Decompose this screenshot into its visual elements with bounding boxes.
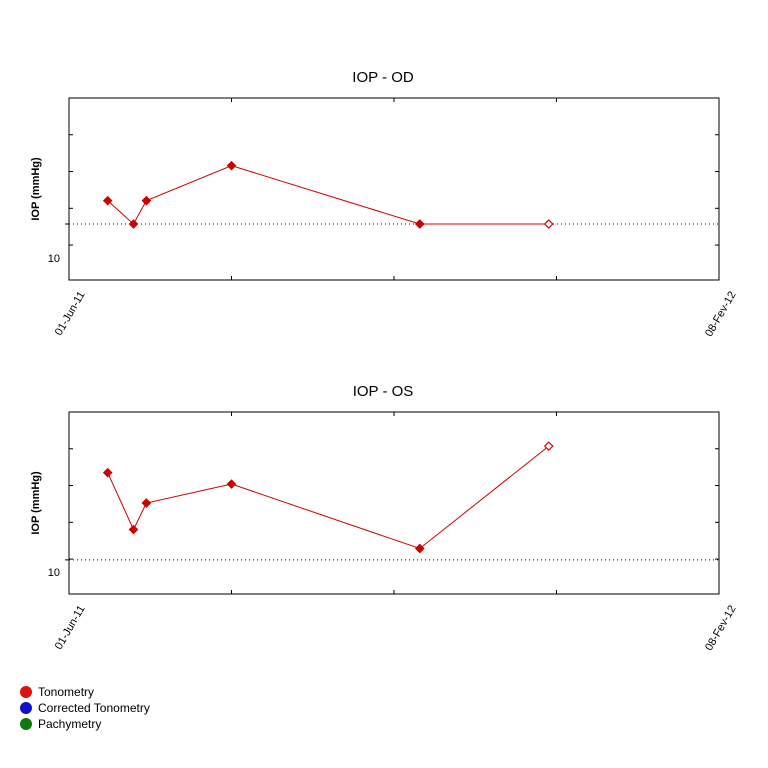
legend-marker [20,718,32,730]
chart-area: IOP - OD IOP (mmHg) 10 01-Jun-11 08-Fev-… [30,69,739,653]
data-point [102,195,113,206]
legend-item-corrected-tonometry: Corrected Tonometry [20,700,150,716]
data-point [226,160,237,171]
data-point [128,219,139,229]
data-point [414,219,425,229]
chart-iop-od: IOP - OD IOP (mmHg) 10 01-Jun-11 08-Fev-… [30,69,739,339]
plot-frame [68,97,720,281]
chart-title: IOP - OD [352,69,414,86]
data-point [226,479,237,489]
y-axis-label: IOP (mmHg) [30,471,42,535]
legend-marker [20,702,32,714]
y-tick-label: 10 [48,253,60,265]
y-axis-label: IOP (mmHg) [30,157,42,221]
series-line [107,445,550,550]
legend-label: Pachymetry [38,717,102,731]
data-point [141,498,152,508]
series-line [107,165,549,225]
legend-item-pachymetry: Pachymetry [20,716,150,732]
x-tick-label-start: 01-Jun-11 [53,290,88,338]
legend-label: Corrected Tonometry [38,701,150,715]
data-point [543,219,554,229]
y-tick-label: 10 [48,567,60,579]
data-point [102,467,113,478]
data-point [543,441,554,451]
x-tick-label-end: 08-Fev-12 [703,290,738,339]
legend: Tonometry Corrected Tonometry Pachymetry [20,684,150,732]
data-point [414,543,425,554]
chart-title: IOP - OS [353,383,414,400]
data-point [128,524,139,535]
x-tick-label-end: 08-Fev-12 [703,604,738,653]
legend-item-tonometry: Tonometry [20,684,150,700]
chart-iop-os: IOP - OS IOP (mmHg) 10 01-Jun-11 08-Fev-… [30,383,739,653]
data-point [141,195,152,206]
legend-marker [20,686,32,698]
plot-frame [68,411,720,595]
legend-label: Tonometry [38,685,95,699]
x-tick-label-start: 01-Jun-11 [53,604,88,652]
